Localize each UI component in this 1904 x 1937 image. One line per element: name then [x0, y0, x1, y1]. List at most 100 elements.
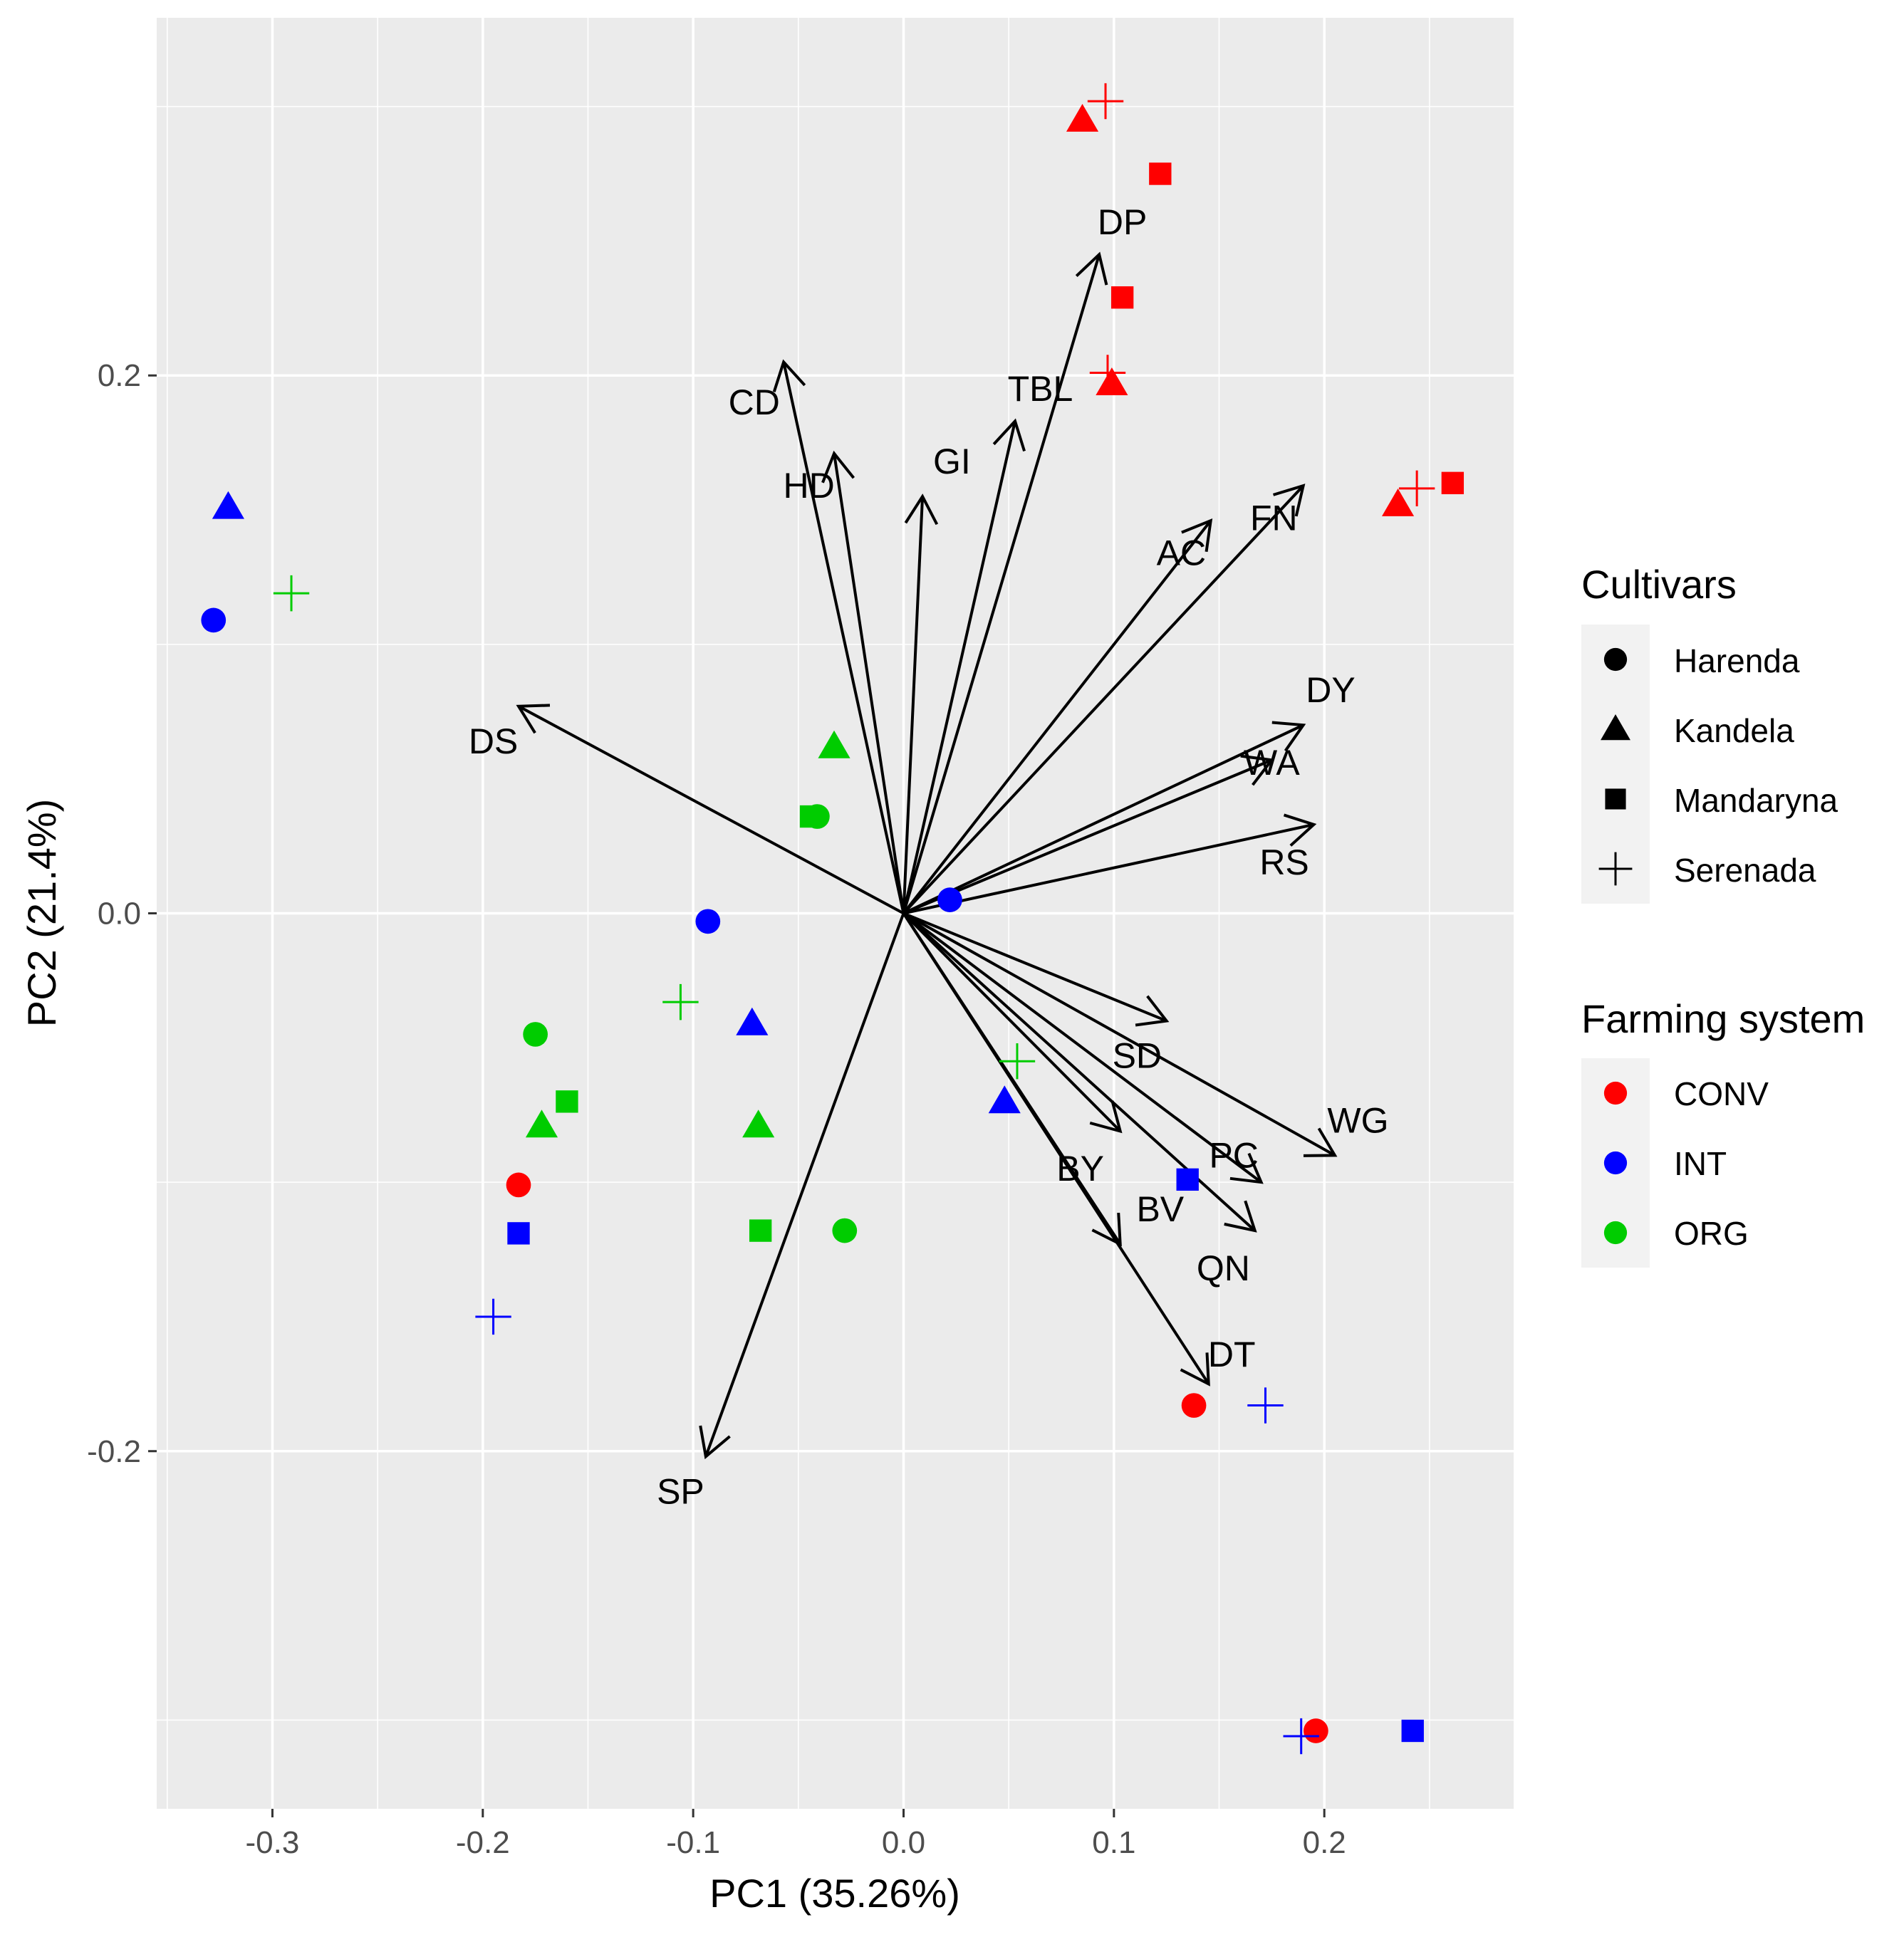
loading-arrow-shaft: [902, 912, 1262, 1184]
loading-arrow-head: [904, 494, 939, 526]
legend-label-mandaryna: Mandaryna: [1674, 782, 1838, 819]
loading-arrow-shaft: [902, 758, 1273, 915]
loading-arrow-ds: [516, 704, 905, 915]
legend-key-org: [1603, 1221, 1628, 1245]
point-harenda-conv: [1181, 1393, 1207, 1418]
variable-label-dy: DY: [1306, 670, 1355, 710]
loading-arrow-shaft: [902, 724, 1304, 915]
y-tick-label: 0.2: [98, 358, 141, 393]
point-mandaryna-conv: [1110, 286, 1134, 309]
y-tick-label: 0.0: [98, 897, 141, 931]
loading-arrow-shaft: [902, 912, 1336, 1157]
loading-arrow-head: [1283, 813, 1317, 847]
variable-label-wa: WA: [1244, 743, 1300, 783]
loading-arrow-shaft: [902, 519, 1212, 914]
point-harenda-int: [937, 887, 962, 912]
loading-arrow-head: [992, 418, 1026, 452]
loading-arrow-head: [1091, 1212, 1122, 1247]
x-tick-label: -0.1: [666, 1825, 720, 1860]
legend-key-mandaryna: [1605, 788, 1626, 810]
loading-arrow-head: [1272, 484, 1306, 517]
variable-label-by: BY: [1056, 1149, 1104, 1189]
loading-arrow-tbl: [902, 418, 1026, 914]
loading-arrow-shaft: [704, 912, 905, 1457]
loading-arrow-dt: [902, 912, 1210, 1387]
variable-label-fn: FN: [1250, 498, 1298, 538]
y-tick-label: -0.2: [87, 1434, 141, 1469]
loading-arrow-head: [772, 359, 806, 392]
x-tick-label: -0.2: [456, 1825, 510, 1860]
point-mandaryna-org: [556, 1090, 578, 1113]
loading-arrow-shaft: [902, 912, 1167, 1023]
point-serenada-int: [1283, 1718, 1319, 1755]
loading-arrow-gi: [902, 494, 939, 914]
point-mandaryna-int: [1176, 1168, 1199, 1191]
point-mandaryna-conv: [1149, 162, 1172, 185]
loading-arrow-shaft: [903, 823, 1314, 915]
legend-farming-system-title: Farming system: [1581, 996, 1865, 1041]
loading-arrow-head: [1180, 1352, 1210, 1387]
loading-arrow-head: [1303, 1127, 1338, 1157]
variable-label-cd: CD: [729, 382, 780, 422]
legend-cultivars: Cultivars Harenda Kandela Mandaryna Sere…: [1581, 562, 1838, 904]
legend-label-serenada: Serenada: [1674, 852, 1816, 889]
loading-arrow-head: [1271, 721, 1306, 752]
loading-arrow-shaft: [902, 912, 1210, 1385]
point-serenada-org: [662, 983, 699, 1020]
variable-label-ac: AC: [1157, 533, 1206, 573]
loading-arrow-head: [1224, 1200, 1257, 1233]
loading-arrow-head: [1240, 754, 1275, 786]
y-axis-title: PC2 (21.4%): [19, 799, 64, 1028]
loading-arrow-shaft: [518, 704, 905, 915]
legend-key-int: [1603, 1151, 1628, 1175]
point-serenada-org: [273, 575, 310, 612]
x-tick-label: 0.0: [882, 1825, 925, 1860]
legend-key-kandela: [1601, 714, 1630, 741]
loading-arrow-head: [1181, 518, 1213, 553]
variable-label-gi: GI: [933, 442, 971, 481]
loading-arrow-dy: [902, 721, 1306, 915]
variable-label-hd: HD: [783, 466, 834, 506]
loading-arrow-by: [902, 912, 1123, 1134]
x-tick-label: -0.3: [246, 1825, 300, 1860]
loading-arrow-wg: [902, 912, 1338, 1157]
x-tick-label: 0.1: [1092, 1825, 1135, 1860]
loading-arrow-cd: [772, 359, 905, 914]
variable-label-bv: BV: [1136, 1189, 1184, 1229]
point-kandela-int: [988, 1085, 1021, 1114]
point-kandela-org: [742, 1110, 775, 1138]
variable-label-wg: WG: [1327, 1100, 1388, 1140]
variable-label-qn: QN: [1197, 1248, 1250, 1288]
point-mandaryna-conv: [1441, 471, 1465, 494]
legend-farming-system: Farming system CONV INT ORG: [1581, 996, 1865, 1268]
point-mandaryna-org: [749, 1219, 772, 1242]
variable-label-sd: SD: [1113, 1036, 1162, 1076]
legend-label-kandela: Kandela: [1674, 712, 1794, 749]
loading-arrow-shaft: [902, 912, 1122, 1132]
variable-label-dt: DT: [1208, 1335, 1256, 1374]
legend-label-conv: CONV: [1674, 1075, 1769, 1112]
point-serenada-org: [999, 1043, 1036, 1080]
x-axis-title: PC1 (35.26%): [709, 1871, 960, 1916]
variable-label-ds: DS: [469, 721, 518, 761]
point-harenda-conv: [506, 1172, 531, 1198]
loading-arrow-shaft: [902, 496, 925, 914]
loading-arrow-shaft: [782, 361, 905, 914]
loading-arrow-shaft: [902, 420, 1016, 914]
variable-label-pc: PC: [1209, 1135, 1258, 1175]
loading-arrow-hd: [821, 450, 905, 914]
point-serenada-int: [1247, 1387, 1284, 1424]
loading-arrow-head: [1229, 1152, 1264, 1184]
loading-arrow-shaft: [833, 453, 905, 914]
legend-label-harenda: Harenda: [1674, 642, 1800, 679]
legend-key-harenda: [1603, 647, 1628, 672]
point-kandela-org: [525, 1110, 558, 1138]
legend-key-conv: [1603, 1081, 1628, 1105]
legend-label-org: ORG: [1674, 1215, 1749, 1252]
x-tick-label: 0.2: [1303, 1825, 1346, 1860]
loading-arrow-sp: [699, 912, 905, 1460]
point-harenda-org: [832, 1218, 858, 1243]
legend-cultivars-title: Cultivars: [1581, 562, 1737, 607]
point-serenada-conv: [1087, 83, 1124, 120]
